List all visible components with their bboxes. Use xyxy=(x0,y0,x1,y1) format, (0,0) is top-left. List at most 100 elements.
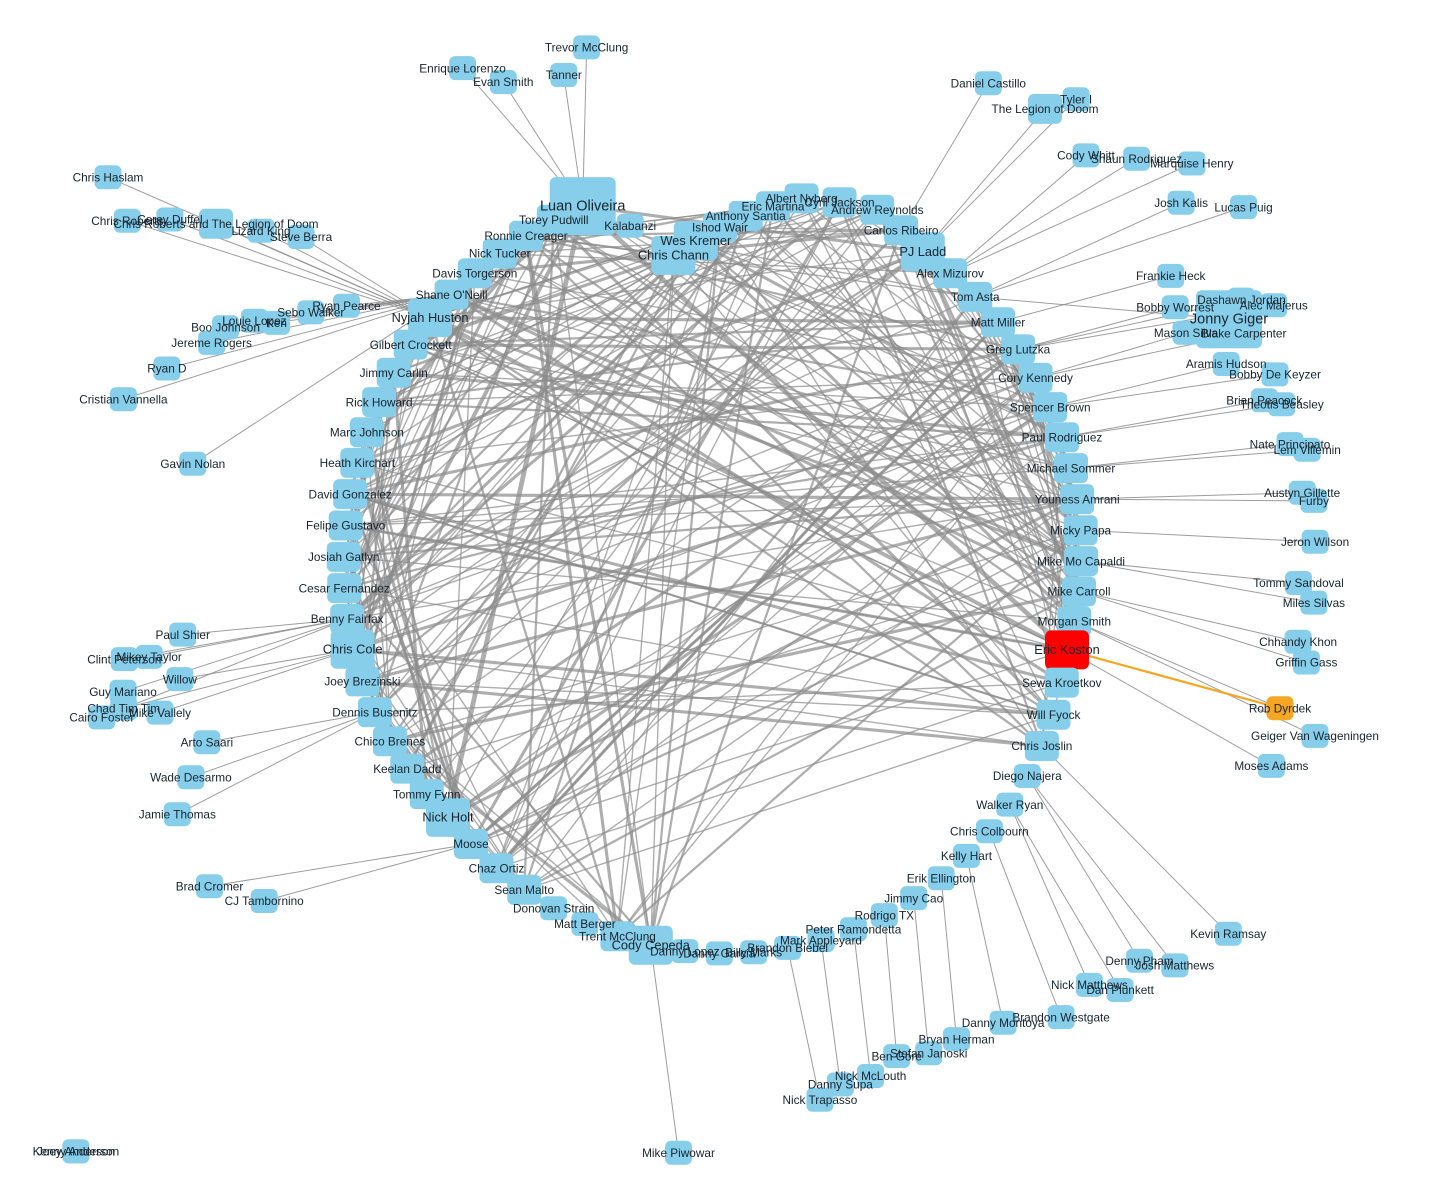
svg-text:Brad Cromer: Brad Cromer xyxy=(176,880,244,894)
svg-text:Arto Saari: Arto Saari xyxy=(181,735,233,749)
svg-text:Denny Pham: Denny Pham xyxy=(1105,954,1173,968)
svg-text:Furby: Furby xyxy=(1299,494,1329,508)
svg-text:Miles Silvas: Miles Silvas xyxy=(1283,596,1345,610)
svg-text:The Legion of Doom: The Legion of Doom xyxy=(992,102,1099,116)
svg-text:Joey Brezinski: Joey Brezinski xyxy=(324,675,400,689)
svg-text:Mike Carroll: Mike Carroll xyxy=(1048,585,1111,599)
svg-text:Paul Rodriguez: Paul Rodriguez xyxy=(1022,431,1103,445)
svg-text:Guy Mariano: Guy Mariano xyxy=(89,685,157,699)
svg-text:Tommy Fynn: Tommy Fynn xyxy=(393,787,461,801)
svg-text:Nick Matthews: Nick Matthews xyxy=(1051,978,1128,992)
svg-text:Donovan Strain: Donovan Strain xyxy=(513,902,594,916)
svg-text:Cairo Foster: Cairo Foster xyxy=(69,711,134,725)
svg-text:Erik Ellington: Erik Ellington xyxy=(907,872,976,886)
svg-text:Moose: Moose xyxy=(453,837,489,851)
svg-text:Matt Miller: Matt Miller xyxy=(971,316,1025,330)
svg-text:Chaz Ortiz: Chaz Ortiz xyxy=(469,861,525,875)
svg-text:Nick Trapasso: Nick Trapasso xyxy=(783,1093,858,1107)
svg-text:Luan Oliveira: Luan Oliveira xyxy=(540,198,626,214)
svg-text:Blake Carpenter: Blake Carpenter xyxy=(1201,327,1286,341)
svg-text:Ben Gore: Ben Gore xyxy=(871,1049,922,1063)
svg-text:Danny Supa: Danny Supa xyxy=(808,1078,873,1092)
svg-text:Danny Montoya: Danny Montoya xyxy=(962,1016,1045,1030)
svg-text:Chris Roberts: Chris Roberts xyxy=(91,214,163,228)
svg-text:Wes Kremer: Wes Kremer xyxy=(660,233,732,248)
svg-text:Trent McClung: Trent McClung xyxy=(579,929,656,943)
svg-text:Kelly Hart: Kelly Hart xyxy=(941,849,993,863)
svg-text:Jimmy Cao: Jimmy Cao xyxy=(884,891,943,905)
svg-text:Michael Sommer: Michael Sommer xyxy=(1027,461,1116,475)
svg-text:Youness Amrani: Youness Amrani xyxy=(1035,492,1120,506)
svg-text:Chris Colbourn: Chris Colbourn xyxy=(950,825,1029,839)
svg-text:Marc Johnson: Marc Johnson xyxy=(330,425,404,439)
svg-text:Nyjah Huston: Nyjah Huston xyxy=(392,310,469,325)
svg-text:Lucas Puig: Lucas Puig xyxy=(1214,200,1272,214)
svg-text:Mike Piwowar: Mike Piwowar xyxy=(642,1146,715,1160)
svg-text:Griffin Gass: Griffin Gass xyxy=(1275,656,1337,670)
svg-text:Spencer Brown: Spencer Brown xyxy=(1010,400,1091,414)
svg-text:Alec Majerus: Alec Majerus xyxy=(1240,299,1308,313)
svg-text:Sewa Kroetkov: Sewa Kroetkov xyxy=(1022,676,1101,690)
svg-text:Wade Desarmo: Wade Desarmo xyxy=(150,770,232,784)
svg-text:Nick Holt: Nick Holt xyxy=(422,810,474,825)
svg-text:Chris Haslam: Chris Haslam xyxy=(73,171,144,185)
svg-text:Matt Berger: Matt Berger xyxy=(554,917,616,931)
svg-text:Chris Chann: Chris Chann xyxy=(638,248,709,263)
svg-text:David Gonzalez: David Gonzalez xyxy=(309,487,392,501)
svg-text:Walker Ryan: Walker Ryan xyxy=(976,798,1043,812)
svg-text:Josh Kalis: Josh Kalis xyxy=(1154,196,1208,210)
svg-text:Shane O'Neill: Shane O'Neill xyxy=(416,288,488,302)
svg-text:Gavin Nolan: Gavin Nolan xyxy=(160,457,225,471)
svg-text:Jereme Rogers: Jereme Rogers xyxy=(171,336,252,350)
svg-text:Tommy Sandoval: Tommy Sandoval xyxy=(1253,576,1343,590)
svg-text:Moses Adams: Moses Adams xyxy=(1234,759,1308,773)
svg-text:Rob Dyrdek: Rob Dyrdek xyxy=(1249,701,1311,715)
svg-text:Mikey Taylor: Mikey Taylor xyxy=(117,650,182,664)
svg-text:Will Fyock: Will Fyock xyxy=(1027,708,1081,722)
svg-text:Cesar Fernandez: Cesar Fernandez xyxy=(299,581,390,595)
svg-text:Gilbert Crockett: Gilbert Crockett xyxy=(370,338,453,352)
svg-text:Alex Mizurov: Alex Mizurov xyxy=(916,267,984,281)
svg-text:Geiger Van Wageningen: Geiger Van Wageningen xyxy=(1251,729,1379,743)
svg-text:Cristian Vannella: Cristian Vannella xyxy=(79,392,168,406)
svg-text:Theotis Beasley: Theotis Beasley xyxy=(1240,398,1324,412)
svg-text:Rick Howard: Rick Howard xyxy=(346,395,413,409)
svg-text:Boo Johnson: Boo Johnson xyxy=(191,320,260,334)
svg-text:Benny Fairfax: Benny Fairfax xyxy=(311,612,384,626)
svg-text:Willow: Willow xyxy=(163,672,198,686)
svg-text:Ronnie Creager: Ronnie Creager xyxy=(484,229,567,243)
svg-text:Eric Koston: Eric Koston xyxy=(1034,642,1099,657)
svg-text:Trevor McClung: Trevor McClung xyxy=(545,41,628,55)
svg-text:Lem Villemin: Lem Villemin xyxy=(1274,443,1341,457)
svg-text:Frankie Heck: Frankie Heck xyxy=(1136,269,1206,283)
svg-text:Jeron Wilson: Jeron Wilson xyxy=(1281,535,1349,549)
svg-text:PJ Ladd: PJ Ladd xyxy=(899,244,946,259)
svg-text:Chris Joslin: Chris Joslin xyxy=(1011,739,1072,753)
svg-text:Tanner: Tanner xyxy=(546,68,582,82)
svg-text:CJ Tambornino: CJ Tambornino xyxy=(225,894,305,908)
svg-text:Greg Lutzka: Greg Lutzka xyxy=(986,343,1051,357)
svg-text:Sean Malto: Sean Malto xyxy=(494,883,554,897)
svg-text:Joey Anderson: Joey Anderson xyxy=(37,1145,115,1159)
svg-text:Heath Kirchart: Heath Kirchart xyxy=(320,456,396,470)
svg-text:Chhandy Khon: Chhandy Khon xyxy=(1259,635,1337,649)
svg-text:Chico Brenes: Chico Brenes xyxy=(354,735,425,749)
svg-text:Josiah Gatlyn: Josiah Gatlyn xyxy=(308,550,379,564)
svg-text:Carlos Ribeiro: Carlos Ribeiro xyxy=(864,223,939,237)
svg-text:Kalabanzi: Kalabanzi xyxy=(604,219,656,233)
svg-text:Diego Najera: Diego Najera xyxy=(993,769,1062,783)
svg-text:Ryan Pearce: Ryan Pearce xyxy=(312,299,381,313)
svg-text:Kevin Ramsay: Kevin Ramsay xyxy=(1190,927,1266,941)
svg-text:Davis Torgerson: Davis Torgerson xyxy=(432,266,517,280)
svg-text:Bobby De Keyzer: Bobby De Keyzer xyxy=(1229,368,1321,382)
svg-text:Ryan D: Ryan D xyxy=(147,362,186,376)
svg-text:Torey Pudwill: Torey Pudwill xyxy=(519,213,589,227)
svg-text:Andrew Reynolds: Andrew Reynolds xyxy=(831,203,924,217)
svg-text:Cody Whitt: Cody Whitt xyxy=(1057,149,1115,163)
svg-text:Bryan Herman: Bryan Herman xyxy=(918,1032,994,1046)
svg-text:Nick Tucker: Nick Tucker xyxy=(469,247,531,261)
svg-text:Jamie Thomas: Jamie Thomas xyxy=(139,808,216,822)
svg-text:Felipe Gustavo: Felipe Gustavo xyxy=(306,519,386,533)
svg-text:Micky Papa: Micky Papa xyxy=(1050,523,1111,537)
svg-text:Evan Smith: Evan Smith xyxy=(473,75,533,89)
